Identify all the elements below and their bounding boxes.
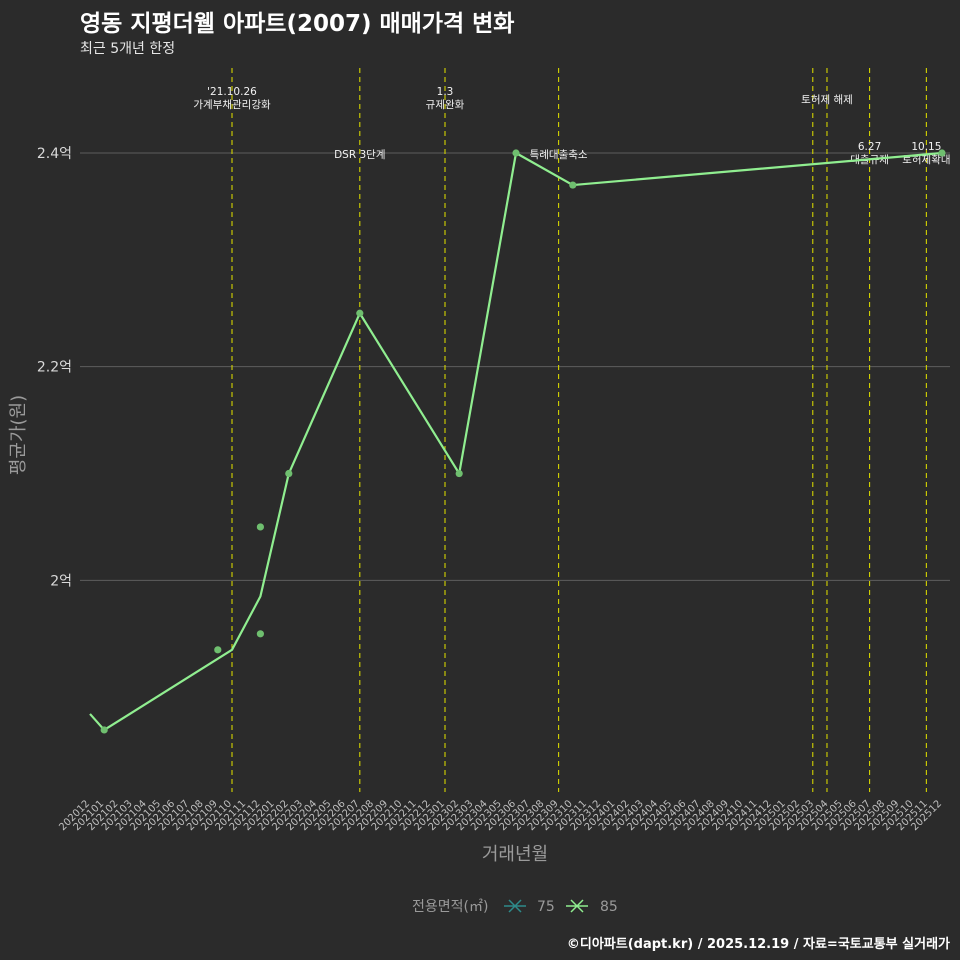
data-point [285, 469, 293, 478]
data-point [256, 630, 264, 638]
y-tick-label: 2.4억 [37, 146, 72, 162]
event-annotation: 10.15 [911, 141, 941, 153]
y-tick-label: 2.2억 [37, 360, 72, 376]
legend-item-75: 75 [504, 899, 555, 915]
chart-title: 영동 지평더웰 아파트(2007) 매매가격 변화 [80, 11, 515, 37]
data-point [256, 523, 264, 531]
data-point [214, 646, 222, 654]
chart-subtitle: 최근 5개년 한정 [80, 41, 176, 57]
legend: 전용면적(㎡) 75 85 [412, 899, 618, 915]
legend-swatch-85-x2 [570, 899, 584, 913]
y-axis-title: 평균가(원) [8, 395, 29, 475]
series-line-85 [89, 151, 943, 732]
legend-item-85: 85 [566, 899, 618, 915]
event-annotation: 규제완화 [426, 98, 465, 111]
x-axis-title: 거래년월 [482, 844, 548, 865]
legend-label-75: 75 [537, 899, 555, 915]
x-axis-ticks: 2020122021012021022021032021042021052021… [57, 798, 944, 833]
data-point [938, 149, 946, 157]
legend-label-85: 85 [600, 899, 618, 915]
data-point [100, 726, 108, 734]
event-annotation: '21.10.26 [207, 86, 257, 98]
grid-layer [80, 152, 950, 581]
data-point [356, 309, 364, 317]
event-annotation: 6.27 [858, 141, 881, 153]
event-annotation: 토허제 해제 [801, 93, 853, 106]
event-annotation: 1.3 [437, 86, 454, 98]
source-caption: ©디아파트(dapt.kr) / 2025.12.19 / 자료=국토교통부 실… [566, 937, 950, 952]
event-annotation: 가계부채관리강화 [193, 99, 271, 111]
series-layer [89, 149, 946, 734]
data-point [455, 469, 463, 478]
data-point [569, 181, 577, 189]
event-annotation: 특례대출축소 [530, 149, 588, 161]
y-axis-ticks: 2억 2.2억 2.4억 [37, 146, 72, 589]
data-point [512, 149, 520, 157]
y-tick-label: 2억 [50, 573, 72, 589]
legend-swatch-75-x2 [508, 899, 522, 913]
legend-title: 전용면적(㎡) [412, 899, 488, 915]
event-annotation: DSR 3단계 [334, 149, 385, 161]
